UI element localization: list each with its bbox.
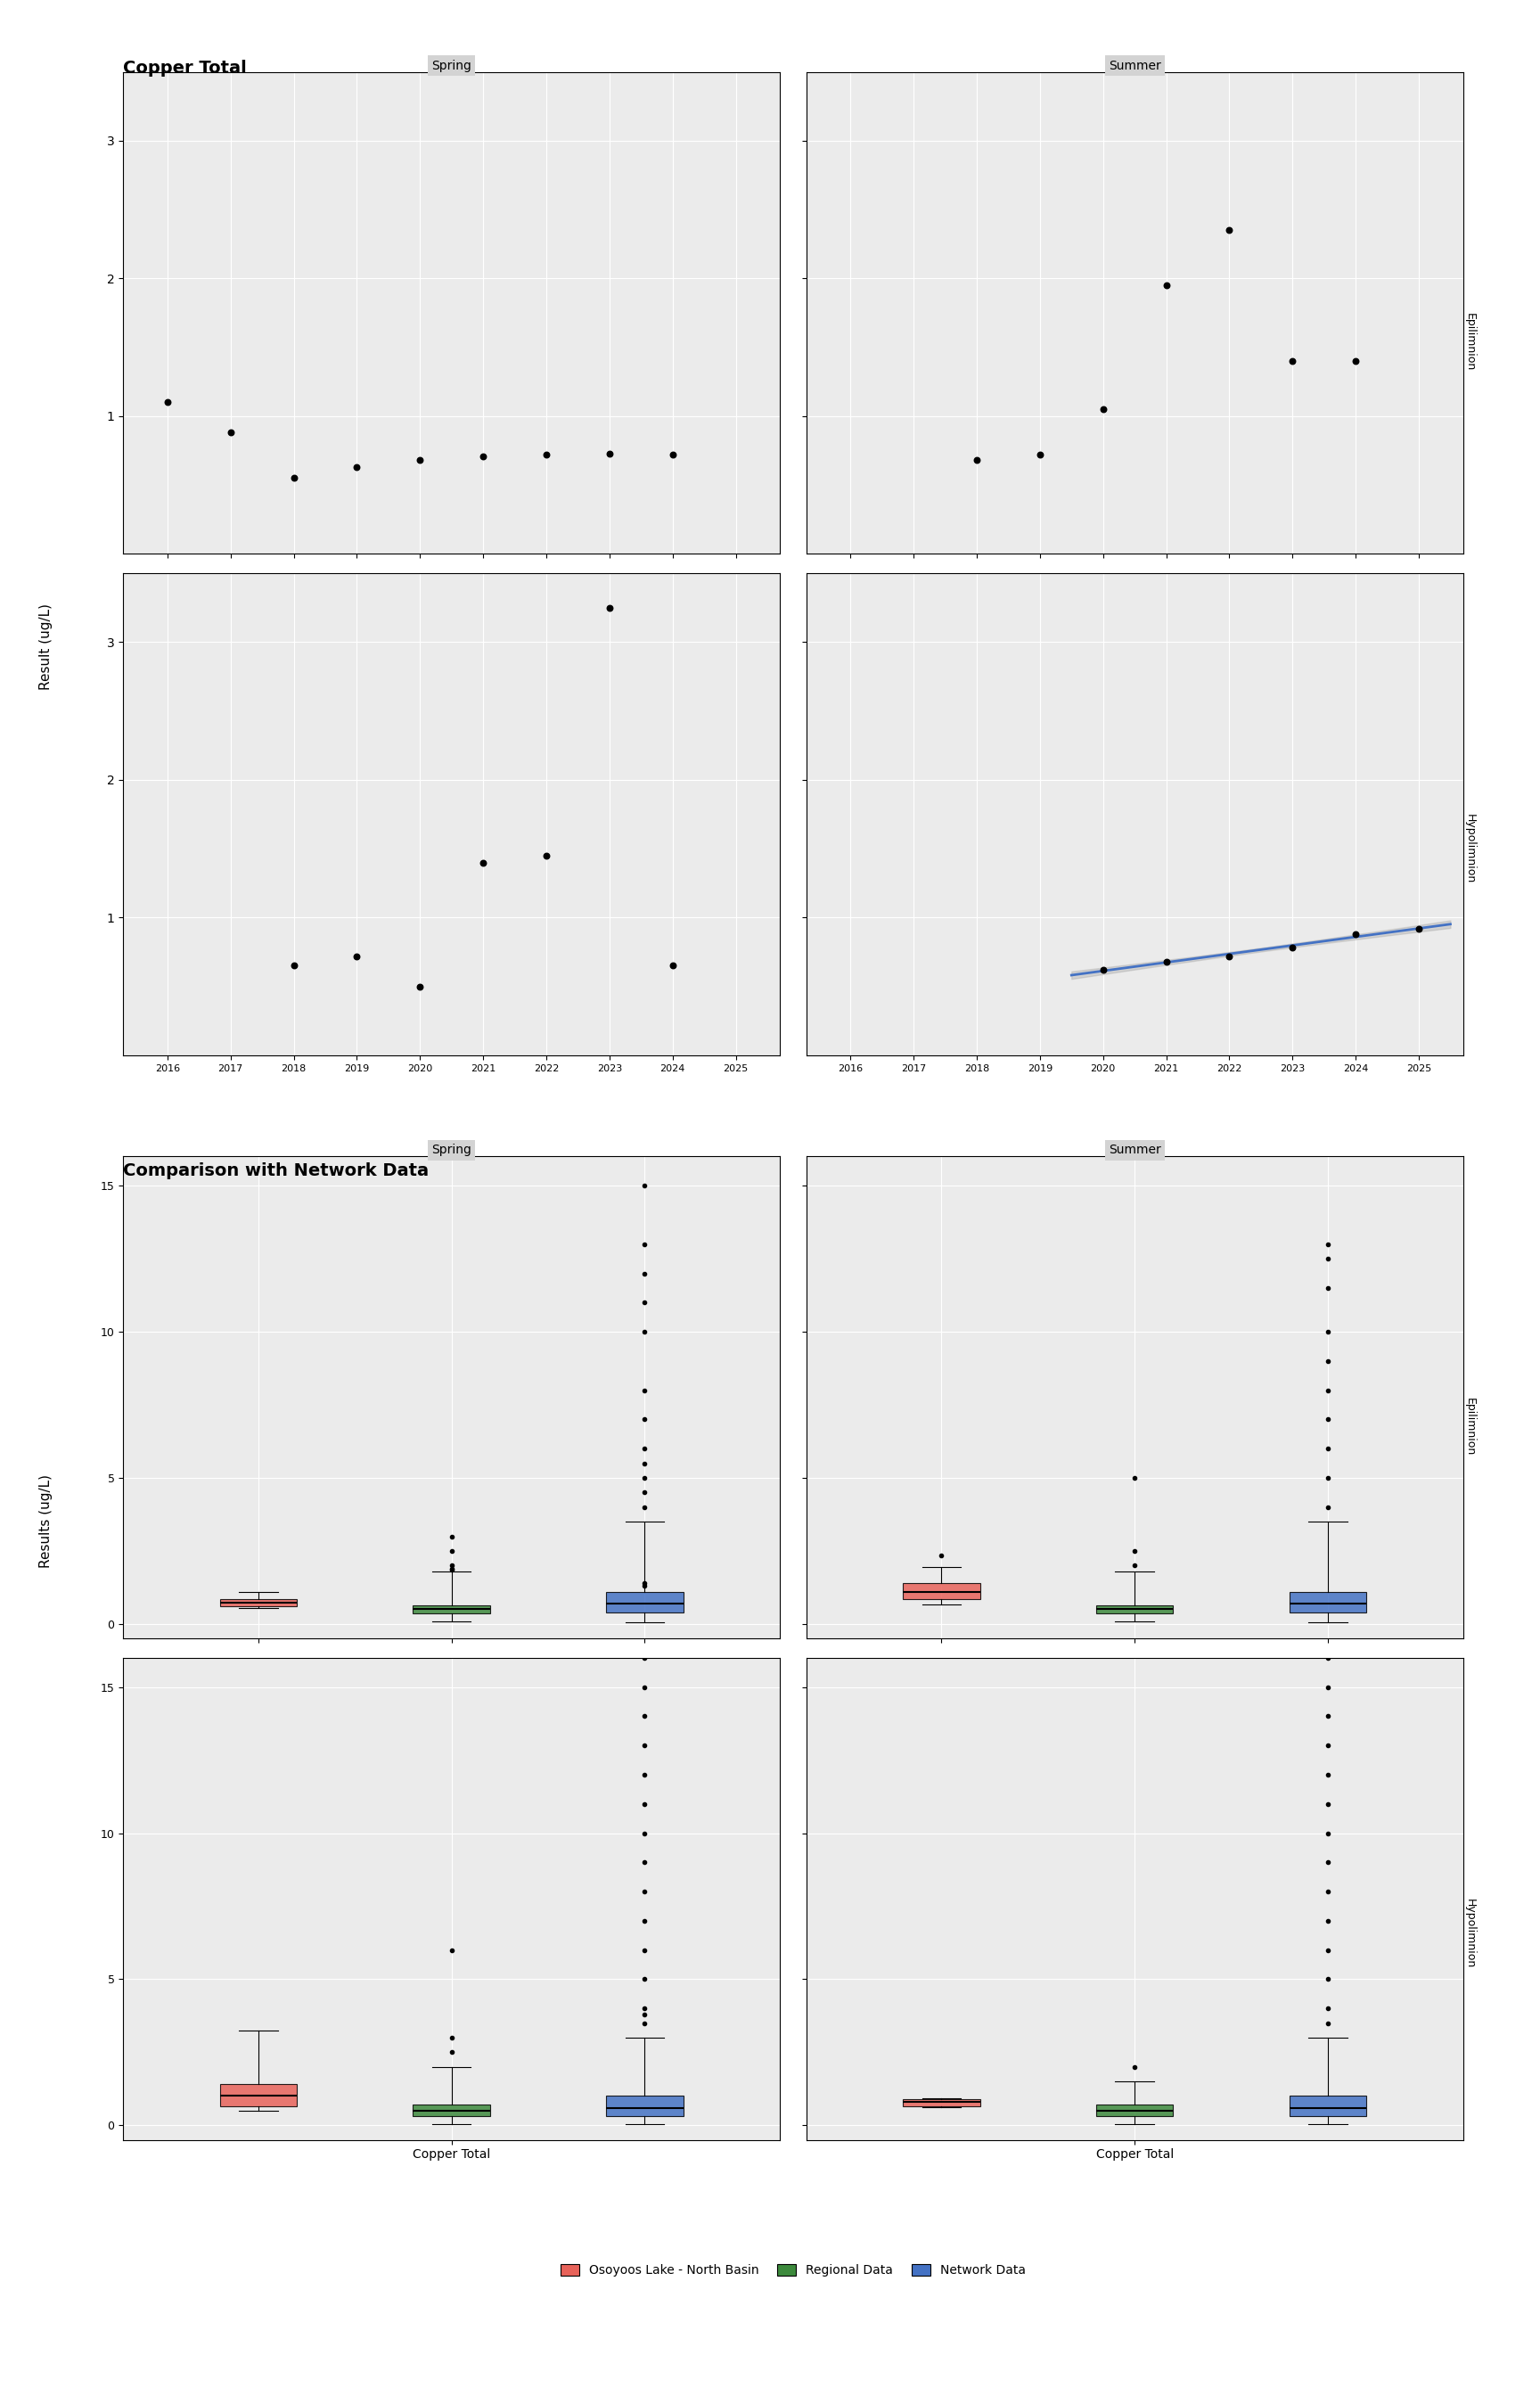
Legend: Osoyoos Lake - North Basin, Regional Data, Network Data: Osoyoos Lake - North Basin, Regional Dat… [556, 2259, 1030, 2281]
Text: Epilimnion: Epilimnion [1465, 314, 1475, 371]
Point [1406, 910, 1431, 949]
Text: Spring: Spring [431, 60, 471, 72]
Point [345, 448, 370, 486]
PathPatch shape [1096, 2104, 1173, 2116]
PathPatch shape [413, 1605, 490, 1615]
Point [1280, 930, 1304, 968]
Text: Results (ug/L): Results (ug/L) [40, 1474, 52, 1569]
Point [471, 436, 496, 474]
Point [1153, 942, 1178, 980]
Point [1280, 343, 1304, 381]
PathPatch shape [220, 2085, 297, 2106]
Point [964, 441, 989, 479]
Point [1217, 937, 1241, 975]
Point [219, 415, 243, 453]
Point [471, 843, 496, 882]
PathPatch shape [902, 1584, 979, 1598]
Text: Summer: Summer [1109, 1143, 1161, 1157]
Point [1027, 436, 1052, 474]
Point [1217, 211, 1241, 249]
Text: Spring: Spring [431, 1143, 471, 1157]
Point [534, 436, 559, 474]
Point [1343, 915, 1368, 954]
Text: Summer: Summer [1109, 60, 1161, 72]
PathPatch shape [413, 2104, 490, 2116]
Text: Epilimnion: Epilimnion [1465, 1397, 1475, 1457]
Point [534, 836, 559, 875]
Text: Result (ug/L): Result (ug/L) [40, 604, 52, 690]
Point [408, 441, 433, 479]
PathPatch shape [1289, 2096, 1366, 2116]
Point [282, 460, 306, 498]
PathPatch shape [607, 2096, 684, 2116]
Text: Copper Total: Copper Total [123, 60, 246, 77]
PathPatch shape [607, 1591, 684, 1613]
Text: Hypolimnion: Hypolimnion [1465, 815, 1475, 884]
Point [1090, 391, 1115, 429]
Point [598, 434, 622, 472]
Text: Comparison with Network Data: Comparison with Network Data [123, 1162, 430, 1179]
Point [1343, 343, 1368, 381]
Text: Hypolimnion: Hypolimnion [1465, 1900, 1475, 1970]
PathPatch shape [220, 1598, 297, 1605]
Point [661, 436, 685, 474]
PathPatch shape [902, 2099, 979, 2106]
Point [156, 383, 180, 422]
Point [408, 968, 433, 1006]
Point [1090, 951, 1115, 990]
Point [345, 937, 370, 975]
Point [1153, 266, 1178, 304]
PathPatch shape [1096, 1605, 1173, 1615]
Point [282, 946, 306, 985]
PathPatch shape [1289, 1591, 1366, 1613]
Point [661, 946, 685, 985]
Point [598, 589, 622, 628]
